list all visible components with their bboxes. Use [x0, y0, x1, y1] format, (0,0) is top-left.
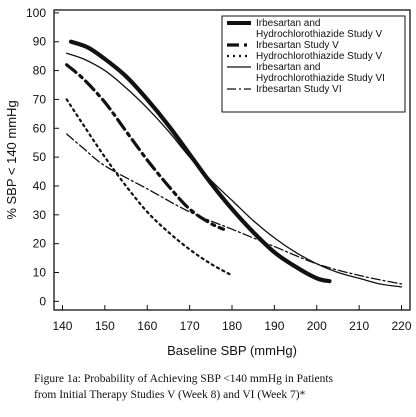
x-tick-label: 200	[307, 319, 327, 333]
y-tick-label: 70	[33, 92, 47, 106]
series-line-4	[66, 52, 403, 288]
caption-line-2: from Initial Therapy Studies V (Week 8) …	[34, 389, 306, 401]
series-layer	[65, 39, 403, 288]
series-line-3	[65, 98, 234, 277]
y-tick-label: 40	[33, 179, 47, 193]
legend-label: Irbesartan Study VI	[256, 84, 342, 95]
caption-line-1: Figure 1a: Probability of Achieving SBP …	[34, 373, 333, 385]
legend-label: Irbesartan and	[256, 18, 321, 29]
legend-label: Irbesartan Study V	[256, 40, 339, 51]
x-tick-label: 220	[392, 319, 412, 333]
x-tick-label: 190	[264, 319, 284, 333]
figure-caption: Figure 1a: Probability of Achieving SBP …	[34, 371, 406, 403]
y-tick-label: 20	[33, 237, 47, 251]
x-axis-ticks: 140 150 160 170 180 190 200 210 220	[52, 305, 412, 333]
legend-label: Hydrochlorothiazide Study V	[256, 29, 383, 40]
x-tick-label: 210	[349, 319, 369, 333]
x-tick-label: 170	[180, 319, 200, 333]
legend-box	[221, 15, 406, 113]
x-tick-label: 180	[222, 319, 242, 333]
x-tick-label: 160	[137, 319, 157, 333]
y-axis-ticks: 0 10 20 30 40 50 60 70 80 90 100	[26, 6, 59, 308]
y-tick-label: 0	[39, 294, 46, 308]
series-line-5	[66, 133, 403, 285]
legend-label: Hydrochlorothiazide Study VI	[256, 73, 385, 84]
x-tick-label: 140	[52, 319, 72, 333]
legend-label: Irbesartan and	[256, 62, 321, 73]
x-tick-label: 150	[95, 319, 115, 333]
y-tick-label: 50	[33, 150, 47, 164]
y-axis-title: % SBP < 140 mmHg	[4, 100, 19, 219]
y-tick-label: 60	[33, 121, 47, 135]
y-tick-label: 30	[33, 208, 47, 222]
y-tick-label: 90	[33, 35, 47, 49]
chart-figure: 0 10 20 30 40 50 60 70 80 90 100 140 150 160 170 180 19…	[4, 6, 412, 358]
y-tick-label: 100	[26, 6, 46, 20]
legend-label: Hydrochlorothiazide Study V	[256, 51, 383, 62]
y-tick-label: 80	[33, 64, 47, 78]
y-tick-label: 10	[33, 266, 47, 280]
series-line-2	[65, 63, 226, 231]
x-axis-title: Baseline SBP (mmHg)	[167, 343, 297, 358]
